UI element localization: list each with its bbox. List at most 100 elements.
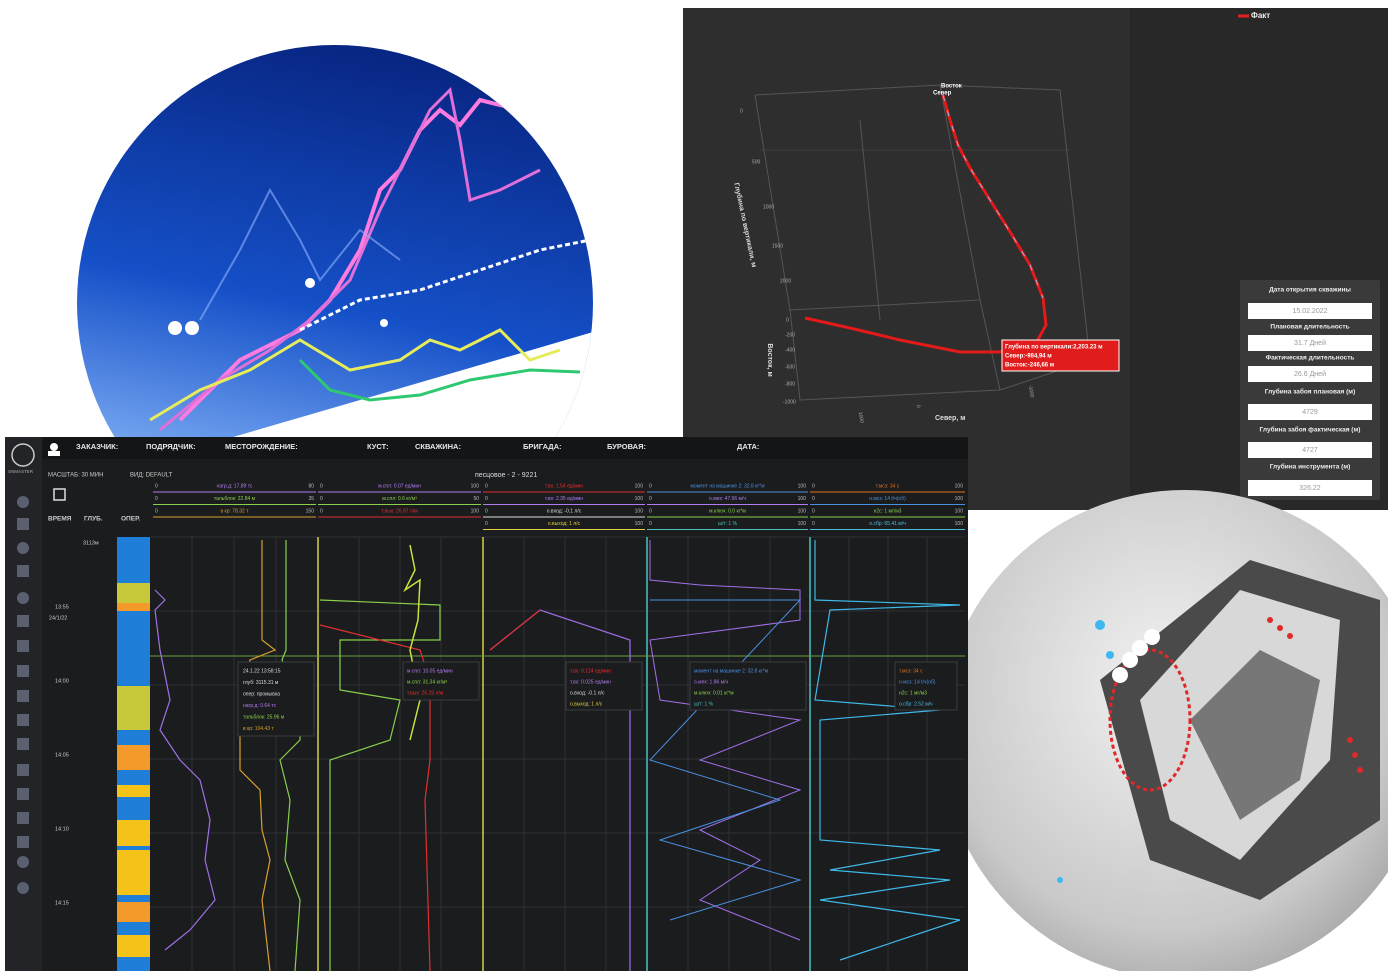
info-box bbox=[1248, 442, 1372, 458]
range-min: 0 bbox=[320, 483, 323, 489]
legend-entry: момент на машинке 2: 32.8 кг*м bbox=[690, 483, 765, 489]
info-label: Глубина инструмента (м) bbox=[1270, 463, 1351, 471]
column-header: ВРЕМЯ bbox=[48, 516, 72, 523]
legend-entry: о.сбр: 65.41 м/ч bbox=[869, 521, 906, 527]
depth-label: 3113м bbox=[83, 540, 99, 546]
legend-entry: тальблок: 22.84 м bbox=[214, 496, 256, 502]
tooltip-line: о.вход: -0.1 л/с bbox=[570, 690, 605, 696]
column-header: ОПЕР. bbox=[121, 516, 140, 523]
range-max: 100 bbox=[955, 508, 964, 514]
legend-entry: о.выход: 1 л/с bbox=[548, 521, 581, 527]
range-min: 0 bbox=[320, 508, 323, 514]
header-field: СКВАЖИНА: bbox=[415, 442, 461, 451]
range-max: 100 bbox=[798, 483, 807, 489]
info-value: 4727 bbox=[1302, 447, 1318, 454]
range-max: 100 bbox=[798, 496, 807, 502]
tick-label: -1000 bbox=[1027, 385, 1035, 399]
range-min: 0 bbox=[485, 508, 488, 514]
info-label: Глубина забоя фактическая (м) bbox=[1260, 426, 1361, 434]
range-min: 0 bbox=[485, 483, 488, 489]
tooltip-line: о.сбр: 2.52 м/ч bbox=[899, 701, 933, 707]
legend-entry: ш/т: 1 % bbox=[718, 521, 738, 527]
range-max: 100 bbox=[798, 521, 807, 527]
axis-title: Восток, м bbox=[766, 343, 773, 376]
time-label: 14:15 bbox=[55, 900, 69, 906]
tooltip-line: н2с: 1 мг/м3 bbox=[899, 690, 927, 696]
tooltip-line: нагр.д: 0.64 тс bbox=[243, 703, 277, 709]
tooltip-line: м.спл: 31.34 кг/м³ bbox=[407, 679, 447, 685]
range-max: 100 bbox=[471, 483, 480, 489]
tooltip-line: ш/т: 1 % bbox=[694, 701, 714, 707]
range-max: 100 bbox=[955, 496, 964, 502]
range-max: 100 bbox=[955, 483, 964, 489]
range-min: 0 bbox=[320, 496, 323, 502]
range-max: 80 bbox=[308, 483, 314, 489]
range-max: 100 bbox=[955, 521, 964, 527]
tooltip-line: Север:-984,94 м bbox=[1005, 354, 1052, 360]
tick-label: -200 bbox=[785, 332, 795, 338]
range-min: 0 bbox=[812, 483, 815, 489]
range-min: 0 bbox=[155, 496, 158, 502]
info-value: 15.02.2022 bbox=[1292, 308, 1327, 315]
marker-label: Восток bbox=[941, 84, 962, 90]
tooltip-line: опер: промывка bbox=[243, 691, 280, 697]
tick-label: 1500 bbox=[772, 243, 783, 249]
header-field: КУСТ: bbox=[367, 442, 389, 451]
range-min: 0 bbox=[155, 508, 158, 514]
range-min: 0 bbox=[812, 496, 815, 502]
range-max: 35 bbox=[308, 496, 314, 502]
legend-entry: м.ключ: 0.0 кг*м bbox=[709, 508, 746, 514]
info-value: 26.6 Дней bbox=[1294, 370, 1326, 378]
tooltip-line: глуб: 3115.31 м bbox=[243, 680, 279, 686]
drill-bit-render bbox=[940, 490, 1388, 971]
info-label: Глубина забоя плановая (м) bbox=[1265, 388, 1355, 396]
header-field: МЕСТОРОЖДЕНИЕ: bbox=[225, 442, 298, 451]
range-min: 0 bbox=[485, 521, 488, 527]
tick-label: -400 bbox=[785, 347, 795, 353]
tooltip-line: н.мсз: 14 t/ч(об) bbox=[899, 679, 936, 685]
info-value: 31.7 Дней bbox=[1294, 339, 1326, 347]
range-max: 100 bbox=[635, 508, 644, 514]
logo: SNMASTER bbox=[8, 469, 34, 474]
legend-entry: о.вход: -0.1 л/с bbox=[547, 508, 582, 514]
scale-select: МАСШТАБ: 30 МИН bbox=[48, 473, 103, 479]
header-field: БУРОВАЯ: bbox=[607, 442, 646, 451]
tooltip-line: м.ключ: 0.01 кг*м bbox=[694, 690, 734, 696]
header-field: ПОДРЯДЧИК: bbox=[146, 442, 196, 451]
time-label: 13:55 bbox=[55, 604, 69, 610]
legend-entry: м.спл: 0.07 ед/мин bbox=[378, 483, 421, 489]
tick-label: 1000 bbox=[763, 204, 774, 210]
range-min: 0 bbox=[649, 508, 652, 514]
header-field: БРИГАДА: bbox=[523, 442, 562, 451]
info-box bbox=[1248, 480, 1372, 496]
drilling-dashboard bbox=[5, 437, 968, 971]
header-field: ДАТА: bbox=[737, 442, 759, 451]
tick-label: 2000 bbox=[780, 278, 791, 284]
info-box bbox=[1248, 303, 1372, 319]
info-label: Плановая длительность bbox=[1270, 324, 1349, 331]
info-box bbox=[1248, 404, 1372, 420]
range-max: 100 bbox=[798, 508, 807, 514]
legend-entry: в кр: 78.32 т bbox=[221, 508, 250, 514]
trajectory-panel bbox=[683, 8, 1388, 510]
tick-label: 0 bbox=[915, 405, 921, 409]
range-min: 0 bbox=[649, 521, 652, 527]
tick-label: -1000 bbox=[783, 399, 796, 405]
tooltip-line: в кр: 104.43 т bbox=[243, 726, 274, 732]
legend-label: Факт bbox=[1251, 11, 1270, 20]
tooltip-line: т.мсз: 34 с bbox=[899, 668, 923, 674]
info-box bbox=[1248, 366, 1372, 382]
range-min: 0 bbox=[649, 496, 652, 502]
tick-label: 1000 bbox=[857, 412, 865, 424]
range-min: 0 bbox=[155, 483, 158, 489]
tooltip-line: Восток:-246,66 м bbox=[1005, 363, 1055, 369]
time-label: 14:10 bbox=[55, 826, 69, 832]
well-name: песцовое - 2 - 9221 bbox=[475, 472, 537, 479]
date-label: 24/1/22 bbox=[49, 615, 67, 621]
range-min: 0 bbox=[649, 483, 652, 489]
tooltip-line: т.вх: 0.124 ед/мин bbox=[570, 668, 611, 674]
info-label: Дата открытия скважины bbox=[1269, 287, 1351, 294]
info-box bbox=[1248, 335, 1372, 351]
view-select: ВИД: DEFAULT bbox=[130, 473, 173, 479]
